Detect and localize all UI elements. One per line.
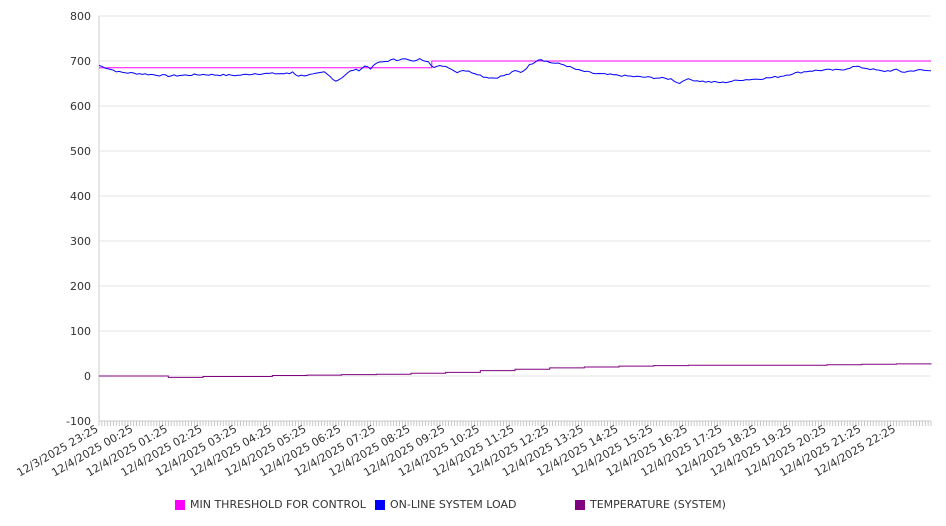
y-tick-label: 500: [70, 145, 91, 158]
series-line-temperature-system: [99, 363, 932, 378]
y-tick-label: -100: [66, 415, 91, 428]
legend-swatch-blue: [375, 499, 385, 510]
legend-swatch-purple: [575, 499, 585, 510]
legend-item-temperature[interactable]: TEMPERATURE (SYSTEM): [575, 498, 726, 511]
legend-label: MIN THRESHOLD FOR CONTROL: [190, 498, 366, 511]
y-tick-label: 400: [70, 190, 91, 203]
y-tick-label: 0: [84, 370, 91, 383]
legend-label: ON-LINE SYSTEM LOAD: [390, 498, 517, 511]
legend-label: TEMPERATURE (SYSTEM): [590, 498, 726, 511]
y-tick-label: 700: [70, 55, 91, 68]
series-line-on-line-system-load: [98, 57, 932, 85]
y-tick-label: 600: [70, 100, 91, 113]
y-tick-label: 300: [70, 235, 91, 248]
legend-item-system-load[interactable]: ON-LINE SYSTEM LOAD: [375, 498, 516, 511]
y-tick-label: 100: [70, 325, 91, 338]
legend-swatch-magenta: [175, 499, 185, 510]
y-tick-label: 200: [70, 280, 91, 293]
series-line-min-threshold-for-control: [99, 60, 931, 69]
y-tick-label: 800: [70, 10, 91, 23]
legend-item-min-threshold[interactable]: MIN THRESHOLD FOR CONTROL: [175, 498, 366, 511]
legend: MIN THRESHOLD FOR CONTROL ON-LINE SYSTEM…: [0, 498, 946, 514]
